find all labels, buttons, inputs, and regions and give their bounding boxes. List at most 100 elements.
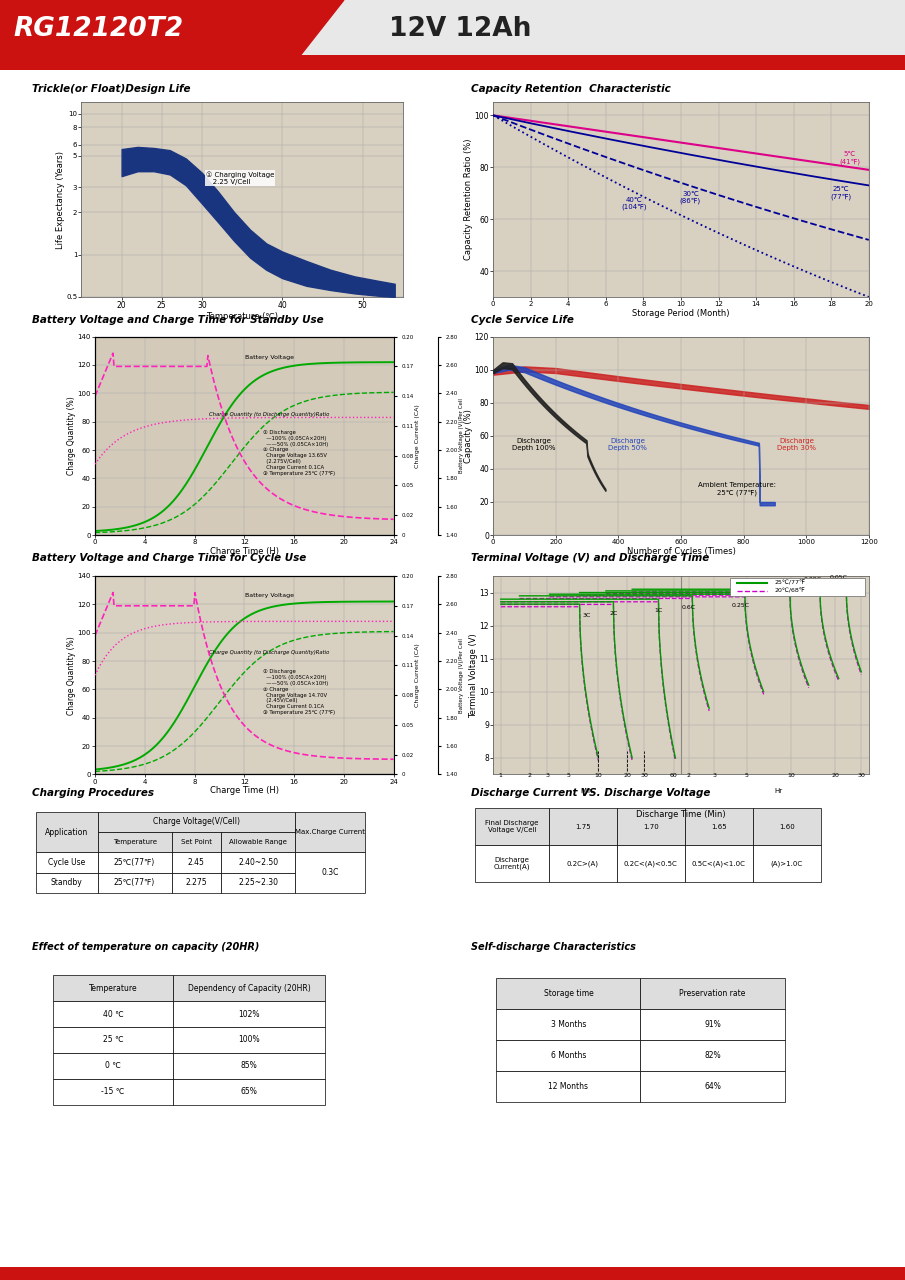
Bar: [36, 873, 98, 893]
Text: 20℃/68℉: 20℃/68℉: [775, 589, 805, 594]
Text: 30: 30: [641, 773, 648, 778]
Text: 3 Months: 3 Months: [551, 1020, 586, 1029]
Text: Hr: Hr: [775, 787, 783, 794]
Text: Battery Voltage and Charge Time for Standby Use: Battery Voltage and Charge Time for Stan…: [32, 315, 323, 325]
Text: 1.60: 1.60: [779, 824, 795, 829]
Text: 1.65: 1.65: [711, 824, 727, 829]
Bar: [221, 832, 295, 852]
X-axis label: Temperature (℃): Temperature (℃): [206, 311, 278, 320]
Bar: [685, 809, 753, 845]
Bar: [53, 1027, 173, 1053]
Text: 40 ℃: 40 ℃: [103, 1010, 123, 1019]
Text: Charge Voltage(V/Cell): Charge Voltage(V/Cell): [153, 818, 240, 827]
Y-axis label: Charge Quantity (%): Charge Quantity (%): [67, 636, 76, 714]
Text: Discharge
Current(A): Discharge Current(A): [493, 858, 530, 870]
Text: Temperature: Temperature: [112, 840, 157, 845]
Text: Cycle Use: Cycle Use: [48, 858, 85, 867]
Bar: [98, 832, 172, 852]
Text: ① Discharge
  —100% (0.05CA×20H)
  ——50% (0.05CA×10H)
② Charge
  Charge Voltage : ① Discharge —100% (0.05CA×20H) ——50% (0.…: [263, 430, 335, 476]
Text: 3C: 3C: [583, 613, 591, 618]
Text: Capacity Retention  Characteristic: Capacity Retention Characteristic: [471, 84, 671, 95]
Text: 20: 20: [832, 773, 839, 778]
Text: 1.75: 1.75: [575, 824, 591, 829]
Text: 20: 20: [624, 773, 631, 778]
Text: Charge Quantity (to Discharge Quantity)Ratio: Charge Quantity (to Discharge Quantity)R…: [209, 412, 329, 417]
Bar: [475, 845, 548, 882]
Text: Discharge
Depth 50%: Discharge Depth 50%: [608, 438, 647, 451]
Bar: [98, 812, 295, 832]
Text: ① Discharge
  —100% (0.05CA×20H)
  ——50% (0.05CA×10H)
② Charge
  Charge Voltage : ① Discharge —100% (0.05CA×20H) ——50% (0.…: [263, 669, 335, 716]
Text: Discharge
Depth 100%: Discharge Depth 100%: [512, 438, 556, 451]
Bar: [98, 873, 172, 893]
Text: 25℃/77℉: 25℃/77℉: [775, 580, 806, 585]
Text: Standby: Standby: [51, 878, 82, 887]
Bar: [753, 845, 821, 882]
Bar: [36, 852, 98, 873]
Text: -15 ℃: -15 ℃: [101, 1087, 125, 1096]
Text: 2.40~2.50: 2.40~2.50: [238, 858, 278, 867]
Text: 25℃
(77℉): 25℃ (77℉): [830, 187, 852, 200]
X-axis label: Charge Time (H): Charge Time (H): [210, 786, 279, 795]
Text: 0.05C: 0.05C: [830, 575, 848, 580]
Text: 3: 3: [545, 773, 549, 778]
Text: 100%: 100%: [238, 1036, 260, 1044]
Y-axis label: Battery Voltage (V)/Per Cell: Battery Voltage (V)/Per Cell: [460, 637, 464, 713]
Text: RG12120T2: RG12120T2: [14, 15, 184, 42]
Bar: [496, 1071, 641, 1102]
Text: 0 ℃: 0 ℃: [105, 1061, 121, 1070]
Text: 2: 2: [687, 773, 691, 778]
Polygon shape: [0, 0, 344, 58]
Text: 2.25~2.30: 2.25~2.30: [238, 878, 278, 887]
Text: 2.275: 2.275: [186, 878, 207, 887]
Text: Application: Application: [45, 828, 89, 837]
Text: 10: 10: [594, 773, 602, 778]
Y-axis label: Charge Quantity (%): Charge Quantity (%): [67, 397, 76, 475]
Text: 0.2C<(A)<0.5C: 0.2C<(A)<0.5C: [624, 860, 678, 867]
Bar: [221, 852, 295, 873]
Text: Storage time: Storage time: [544, 988, 594, 997]
Y-axis label: Capacity (%): Capacity (%): [464, 408, 473, 463]
Bar: [98, 852, 172, 873]
Bar: [641, 1039, 785, 1071]
Bar: [548, 845, 617, 882]
Text: 65%: 65%: [241, 1087, 257, 1096]
Bar: [475, 809, 548, 845]
Y-axis label: Capacity Retention Ratio (%): Capacity Retention Ratio (%): [464, 140, 473, 260]
Bar: [617, 845, 685, 882]
Text: 1: 1: [499, 773, 502, 778]
Text: 0.09C: 0.09C: [804, 577, 822, 582]
Bar: [641, 1009, 785, 1039]
Bar: [496, 978, 641, 1009]
Text: 60: 60: [670, 773, 677, 778]
Text: Discharge Current VS. Discharge Voltage: Discharge Current VS. Discharge Voltage: [471, 788, 710, 799]
Text: Temperature: Temperature: [89, 983, 138, 992]
Bar: [53, 1079, 173, 1105]
Bar: [295, 852, 366, 893]
Text: 82%: 82%: [704, 1051, 720, 1060]
Bar: [641, 978, 785, 1009]
Text: Discharge Time (Min): Discharge Time (Min): [636, 810, 726, 819]
Text: 64%: 64%: [704, 1082, 721, 1091]
Text: Min: Min: [581, 787, 594, 794]
Text: Battery Voltage: Battery Voltage: [244, 593, 294, 598]
Bar: [172, 852, 221, 873]
Text: Max.Charge Current: Max.Charge Current: [295, 829, 366, 835]
Bar: [173, 1079, 325, 1105]
Text: 3: 3: [712, 773, 717, 778]
Bar: [173, 1001, 325, 1027]
Bar: [753, 809, 821, 845]
Text: 85%: 85%: [241, 1061, 257, 1070]
Text: 40℃
(104℉): 40℃ (104℉): [622, 197, 647, 210]
Bar: [617, 809, 685, 845]
Text: 5: 5: [567, 773, 570, 778]
Text: 25 ℃: 25 ℃: [103, 1036, 123, 1044]
Bar: [496, 1009, 641, 1039]
Bar: [173, 1053, 325, 1079]
Text: 102%: 102%: [238, 1010, 260, 1019]
Text: Ambient Temperature:
25℃ (77℉): Ambient Temperature: 25℃ (77℉): [699, 483, 776, 495]
Text: Charge Quantity (to Discharge Quantity)Ratio: Charge Quantity (to Discharge Quantity)R…: [209, 650, 329, 655]
Text: Battery Voltage: Battery Voltage: [244, 356, 294, 361]
Bar: [685, 845, 753, 882]
Bar: [173, 1027, 325, 1053]
Bar: [548, 809, 617, 845]
